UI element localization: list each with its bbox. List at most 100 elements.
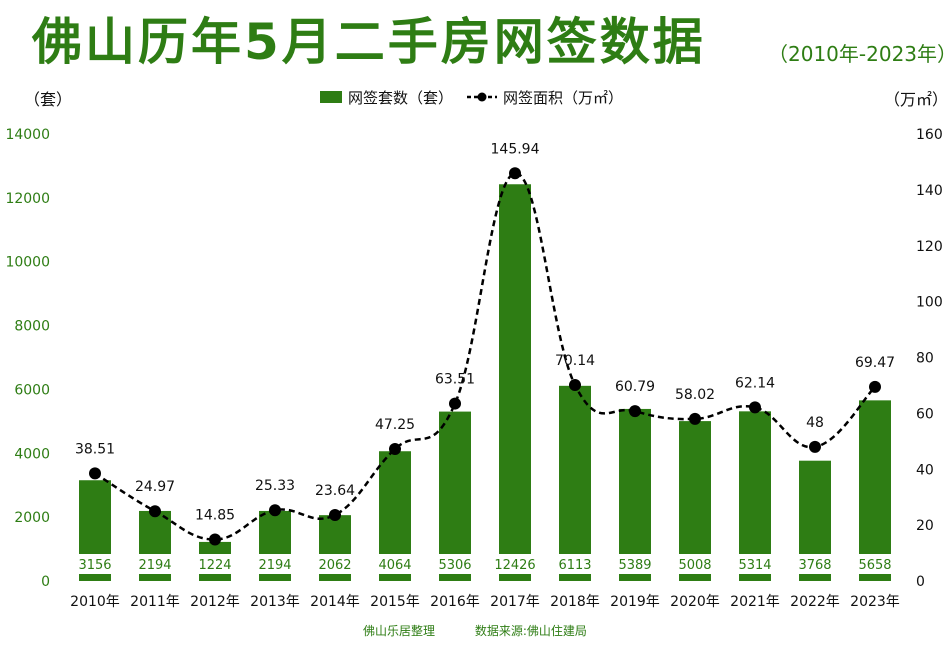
area-value-label: 38.51	[75, 441, 115, 457]
bar-label-bg	[495, 554, 535, 574]
bar-value-label: 5306	[438, 558, 471, 573]
area-value-label: 62.14	[735, 375, 775, 391]
bar-value-label: 2062	[318, 558, 351, 573]
area-series-line	[94, 172, 876, 541]
legend: 网签套数（套） 网签面积（万㎡）	[320, 86, 623, 108]
area-point	[809, 440, 821, 453]
area-point	[629, 405, 641, 418]
bar-value-label: 12426	[494, 558, 535, 573]
x-axis-tick: 2011年	[130, 594, 180, 610]
chart-year-range: （2010年-2023年）	[768, 42, 950, 66]
area-value-label: 69.47	[855, 355, 895, 371]
bar-value-label: 6113	[558, 558, 591, 573]
area-value-label: 58.02	[675, 387, 715, 403]
bar-value-label: 4064	[378, 558, 411, 573]
area-point	[869, 380, 881, 393]
x-axis-tick: 2020年	[670, 594, 720, 610]
bar-label-bg	[198, 554, 232, 574]
x-axis-tick: 2013年	[250, 594, 300, 610]
right-axis-tick: 100	[916, 295, 943, 311]
area-value-label: 23.64	[315, 483, 355, 499]
bar	[859, 400, 891, 581]
bar-value-label: 5008	[678, 558, 711, 573]
left-axis-tick: 0	[41, 574, 50, 590]
bar-value-label: 5389	[618, 558, 651, 573]
area-point	[89, 467, 101, 480]
area-point	[509, 167, 521, 180]
area-value-label: 63.51	[435, 372, 475, 388]
bar-label-bg	[78, 554, 112, 574]
area-point	[209, 533, 221, 546]
bar-label-bg	[618, 554, 652, 574]
left-axis-tick: 2000	[14, 510, 50, 526]
right-axis-tick: 120	[916, 239, 943, 255]
bar-label-bg	[738, 554, 772, 574]
bar	[619, 408, 651, 581]
bar-value-label: 3156	[78, 558, 111, 573]
area-value-label: 48	[806, 415, 824, 431]
footer-source: 数据来源:佛山住建局	[474, 624, 587, 638]
chart-title: 佛山历年5月二手房网签数据	[32, 13, 706, 71]
x-axis-tick: 2021年	[730, 594, 780, 610]
legend-line-swatch	[467, 92, 498, 102]
left-axis-tick: 12000	[5, 191, 50, 207]
right-axis-tick: 80	[916, 351, 934, 367]
bar	[499, 184, 531, 582]
x-axis-tick: 2018年	[550, 594, 600, 610]
left-axis-tick: 6000	[14, 382, 50, 398]
area-point	[269, 504, 281, 517]
bar-value-label: 1224	[198, 558, 231, 573]
right-axis-tick: 140	[916, 183, 943, 199]
area-point	[389, 442, 401, 455]
bar-label-bg	[858, 554, 892, 574]
right-axis-tick: 40	[916, 462, 934, 478]
bar-value-label: 2194	[258, 558, 291, 573]
right-axis-unit: （万㎡）	[884, 90, 949, 109]
x-axis-tick: 2010年	[70, 594, 120, 610]
bar-label-bg	[138, 554, 172, 574]
legend-line-label: 网签面积（万㎡）	[503, 88, 624, 107]
bar-label-bg	[678, 554, 712, 574]
bar	[559, 385, 591, 581]
area-point	[149, 505, 161, 518]
x-axis-tick: 2014年	[310, 594, 360, 610]
x-axis-tick: 2017年	[490, 594, 540, 610]
bar-value-label: 5658	[858, 558, 891, 573]
area-value-label: 70.14	[555, 353, 595, 369]
area-value-label: 24.97	[135, 479, 175, 495]
legend-bar-label: 网签套数（套）	[348, 88, 454, 107]
bar-value-label: 5314	[738, 558, 771, 573]
area-point	[569, 379, 581, 392]
right-axis-tick: 60	[916, 406, 934, 422]
bar	[439, 411, 471, 581]
area-value-label: 14.85	[195, 508, 235, 524]
right-axis-tick: 20	[916, 518, 934, 534]
x-axis-tick: 2012年	[190, 594, 240, 610]
footer: 佛山乐居整理 数据来源:佛山住建局	[0, 622, 950, 639]
left-axis-tick: 10000	[5, 255, 50, 271]
area-value-label: 25.33	[255, 478, 295, 494]
bar-value-label: 3768	[798, 558, 831, 573]
area-value-label: 60.79	[615, 379, 655, 395]
left-axis-tick: 4000	[14, 446, 50, 462]
area-value-label: 47.25	[375, 417, 415, 433]
bar-label-bg	[378, 554, 412, 574]
bar-label-bg	[798, 554, 832, 574]
area-point	[749, 401, 761, 414]
footer-author: 佛山乐居整理	[363, 624, 436, 638]
x-axis-tick: 2022年	[790, 594, 840, 610]
area-point	[689, 412, 701, 425]
legend-bar-swatch	[320, 91, 342, 103]
area-value-label: 145.94	[491, 141, 540, 157]
left-axis-tick: 8000	[14, 319, 50, 335]
x-axis-tick: 2015年	[370, 594, 420, 610]
right-axis-tick: 0	[916, 574, 925, 590]
right-axis-tick: 160	[916, 127, 943, 143]
area-point	[329, 508, 341, 521]
bar-label-bg	[318, 554, 352, 574]
bar-label-bg	[258, 554, 292, 574]
bar-value-label: 2194	[138, 558, 171, 573]
x-axis-tick: 2023年	[850, 594, 900, 610]
bar-label-bg	[438, 554, 472, 574]
